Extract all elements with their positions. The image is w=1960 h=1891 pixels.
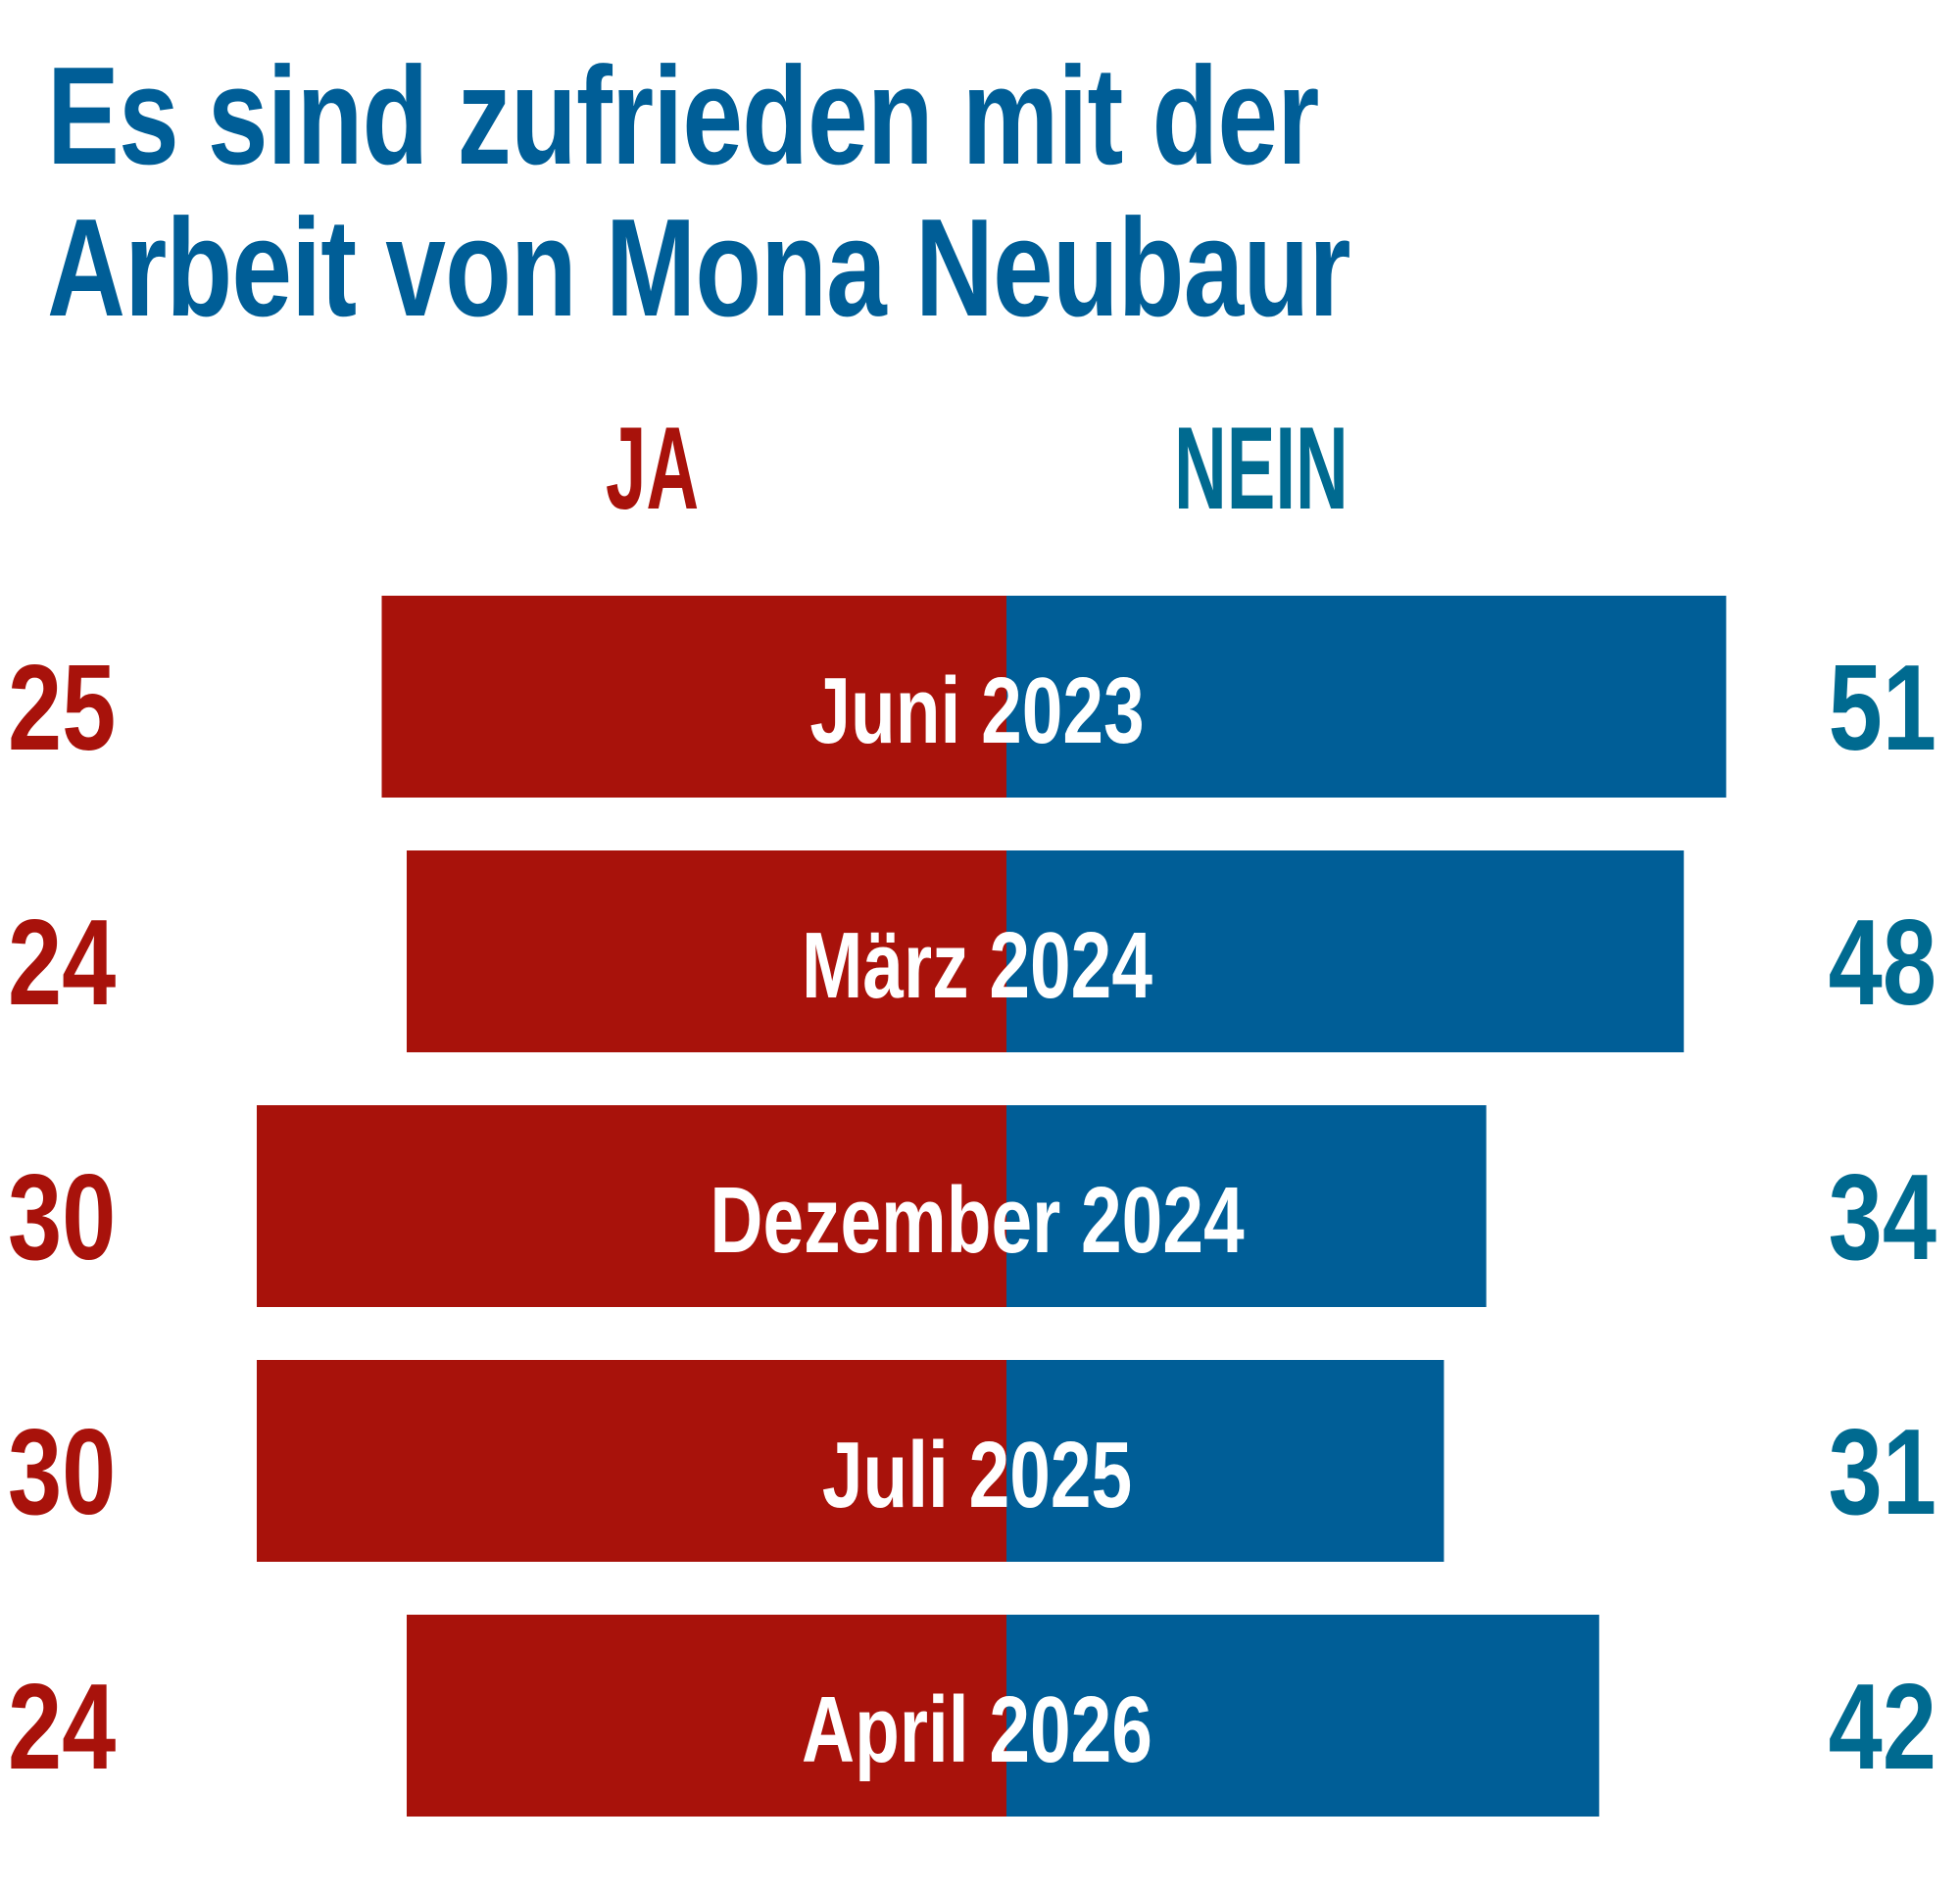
bar-ja (257, 1360, 1006, 1562)
chart-title-line-1: Es sind zufrieden mit der (47, 38, 1319, 194)
bar-row: Dezember 2024 30 34 (8, 1105, 1936, 1307)
bar-nein (1006, 596, 1727, 798)
bar-row: Juli 2025 30 31 (8, 1360, 1936, 1562)
legend-ja: JA (606, 403, 700, 534)
value-label-ja: 24 (8, 894, 116, 1030)
bar-row: Juni 2023 25 51 (8, 596, 1936, 798)
value-label-nein: 42 (1829, 1658, 1936, 1794)
value-label-ja: 30 (8, 1148, 116, 1285)
value-label-ja: 25 (8, 639, 116, 775)
bar-category-label: Juni 2023 (809, 658, 1144, 763)
bar-category-label: März 2024 (802, 913, 1152, 1018)
bar-nein (1006, 1105, 1487, 1307)
value-label-nein: 51 (1829, 639, 1936, 775)
bar-nein (1006, 850, 1685, 1052)
chart-title-line-2: Arbeit von Mona Neubaur (47, 190, 1351, 346)
bar-category-label: Juli 2025 (822, 1423, 1132, 1527)
value-label-ja: 30 (8, 1403, 116, 1539)
legend-nein: NEIN (1174, 403, 1348, 534)
bar-ja (381, 596, 1006, 798)
bar-row: April 2026 24 42 (8, 1615, 1936, 1817)
bar-category-label: Dezember 2024 (710, 1168, 1244, 1273)
bar-ja (257, 1105, 1006, 1307)
bar-nein (1006, 1360, 1445, 1562)
bar-row: März 2024 24 48 (8, 850, 1936, 1052)
bar-nein (1006, 1615, 1599, 1817)
value-label-nein: 34 (1829, 1148, 1936, 1285)
value-label-nein: 31 (1829, 1403, 1936, 1539)
value-label-nein: 48 (1829, 894, 1936, 1030)
bar-ja (407, 850, 1006, 1052)
bar-ja (407, 1615, 1006, 1817)
value-label-ja: 24 (8, 1658, 116, 1794)
bar-category-label: April 2026 (802, 1677, 1152, 1782)
